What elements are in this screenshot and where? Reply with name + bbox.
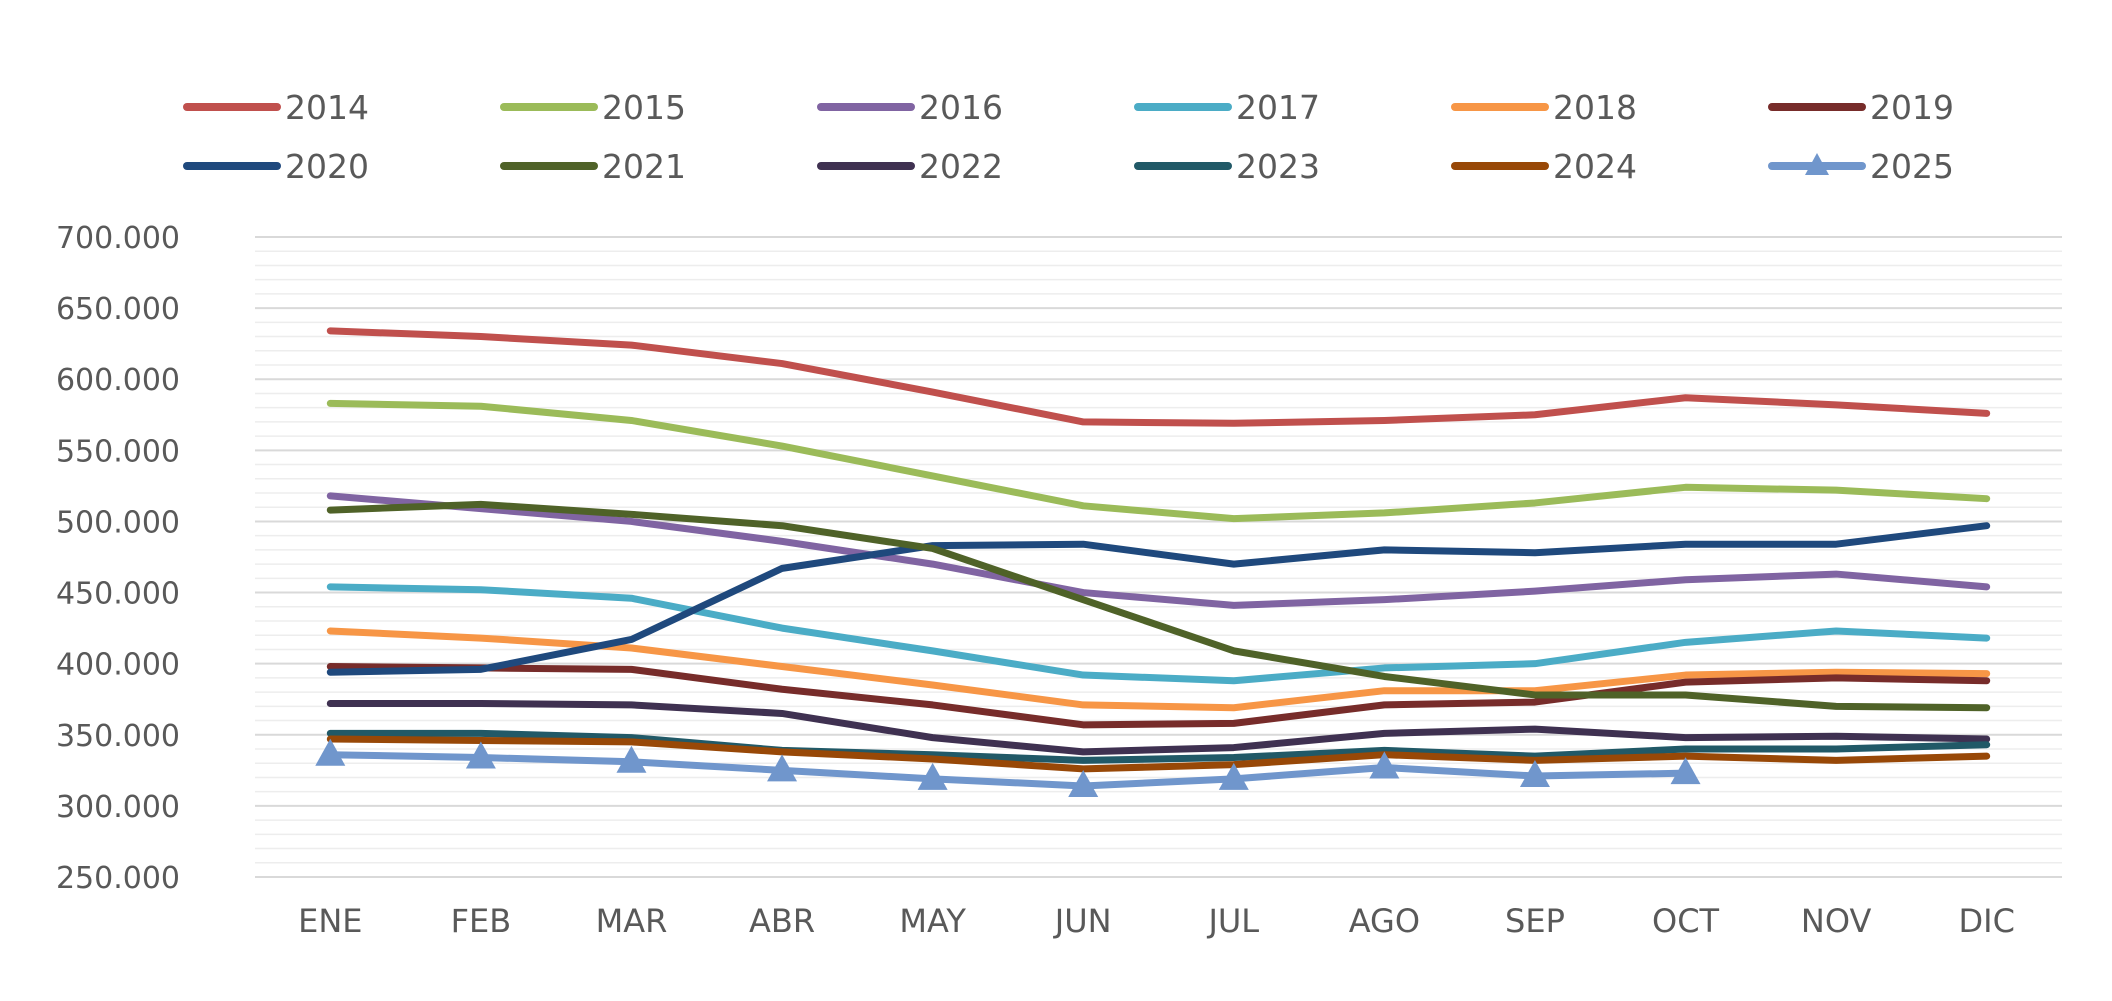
legend-label: 2023 — [1236, 147, 1320, 186]
y-tick-label: 250.000 — [56, 861, 180, 896]
legend-item-2025: 2025 — [1768, 147, 1954, 186]
legend-item-2019: 2019 — [1768, 88, 1954, 127]
legend-label: 2014 — [285, 88, 369, 127]
legend-marker — [1805, 153, 1829, 175]
series-line-2015 — [326, 399, 1991, 523]
chart-series — [315, 327, 1991, 797]
y-tick-label: 600.000 — [56, 363, 180, 398]
data-point-marker-2025 — [1068, 769, 1099, 797]
legend-label: 2016 — [919, 88, 1003, 127]
y-tick-label: 450.000 — [56, 577, 180, 612]
legend-item-2020: 2020 — [183, 147, 369, 186]
legend-item-2017: 2017 — [1134, 88, 1320, 127]
y-tick-label: 300.000 — [56, 790, 180, 825]
legend-item-2018: 2018 — [1451, 88, 1637, 127]
legend-item-2014: 2014 — [183, 88, 369, 127]
series-line-2014 — [326, 327, 1991, 427]
data-point-marker-2025 — [1369, 751, 1400, 779]
x-tick-label: FEB — [451, 902, 512, 940]
series-line-2019 — [326, 663, 1991, 729]
series-line-2024 — [326, 735, 1991, 773]
legend-label: 2019 — [1870, 88, 1954, 127]
y-tick-label: 650.000 — [56, 292, 180, 327]
x-tick-label: JUL — [1206, 902, 1259, 940]
legend-label: 2015 — [602, 88, 686, 127]
x-tick-label: ENE — [298, 902, 362, 940]
data-point-marker-2025 — [465, 741, 496, 769]
legend-label: 2024 — [1553, 147, 1637, 186]
chart-legend: 2014 2015 2016 2017 2018 2019 2020 2021 2022 2023… — [183, 88, 1954, 186]
legend-label: 2025 — [1870, 147, 1954, 186]
legend-label: 2020 — [285, 147, 369, 186]
x-tick-label: MAR — [596, 902, 668, 940]
legend-label: 2017 — [1236, 88, 1320, 127]
legend-item-2023: 2023 — [1134, 147, 1320, 186]
series-line-2017 — [326, 583, 1991, 685]
legend-label: 2021 — [602, 147, 686, 186]
legend-item-2015: 2015 — [500, 88, 686, 127]
data-point-marker-2025 — [315, 738, 346, 766]
y-axis: 250.000 300.000 350.000 400.000 450.000 500.0… — [56, 221, 180, 896]
data-point-marker-2025 — [1519, 760, 1550, 788]
y-tick-label: 350.000 — [56, 719, 180, 754]
x-tick-label: SEP — [1505, 902, 1565, 940]
x-tick-label: DIC — [1958, 902, 2014, 940]
x-tick-label: JUN — [1053, 902, 1112, 940]
legend-label: 2018 — [1553, 88, 1637, 127]
legend-item-2024: 2024 — [1451, 147, 1637, 186]
series-line-2025 — [326, 751, 1690, 790]
legend-item-2022: 2022 — [817, 147, 1003, 186]
series-line-2016 — [326, 492, 1991, 609]
data-point-marker-2025 — [1218, 762, 1249, 790]
legend-item-2021: 2021 — [500, 147, 686, 186]
x-tick-label: NOV — [1801, 902, 1872, 940]
y-tick-label: 500.000 — [56, 505, 180, 540]
series-line-2022 — [326, 699, 1991, 756]
data-point-marker-2025 — [767, 754, 798, 782]
x-tick-label: AGO — [1349, 902, 1420, 940]
series-line-2021 — [326, 500, 1991, 712]
x-axis: ENE FEB MAR ABR MAY JUN JUL AGO SEP OCT NOV DIC — [298, 902, 2015, 940]
y-tick-label: 700.000 — [56, 221, 180, 256]
series-line-2020 — [326, 522, 1991, 676]
data-point-marker-2025 — [917, 762, 948, 790]
y-tick-label: 550.000 — [56, 434, 180, 469]
legend-item-2016: 2016 — [817, 88, 1003, 127]
legend-label: 2022 — [919, 147, 1003, 186]
x-tick-label: OCT — [1652, 902, 1720, 940]
x-tick-label: MAY — [899, 902, 966, 940]
data-point-marker-2025 — [616, 745, 647, 773]
x-tick-label: ABR — [749, 902, 815, 940]
y-tick-label: 400.000 — [56, 648, 180, 683]
data-point-marker-2025 — [1670, 757, 1701, 785]
series-line-2023 — [326, 729, 1991, 764]
